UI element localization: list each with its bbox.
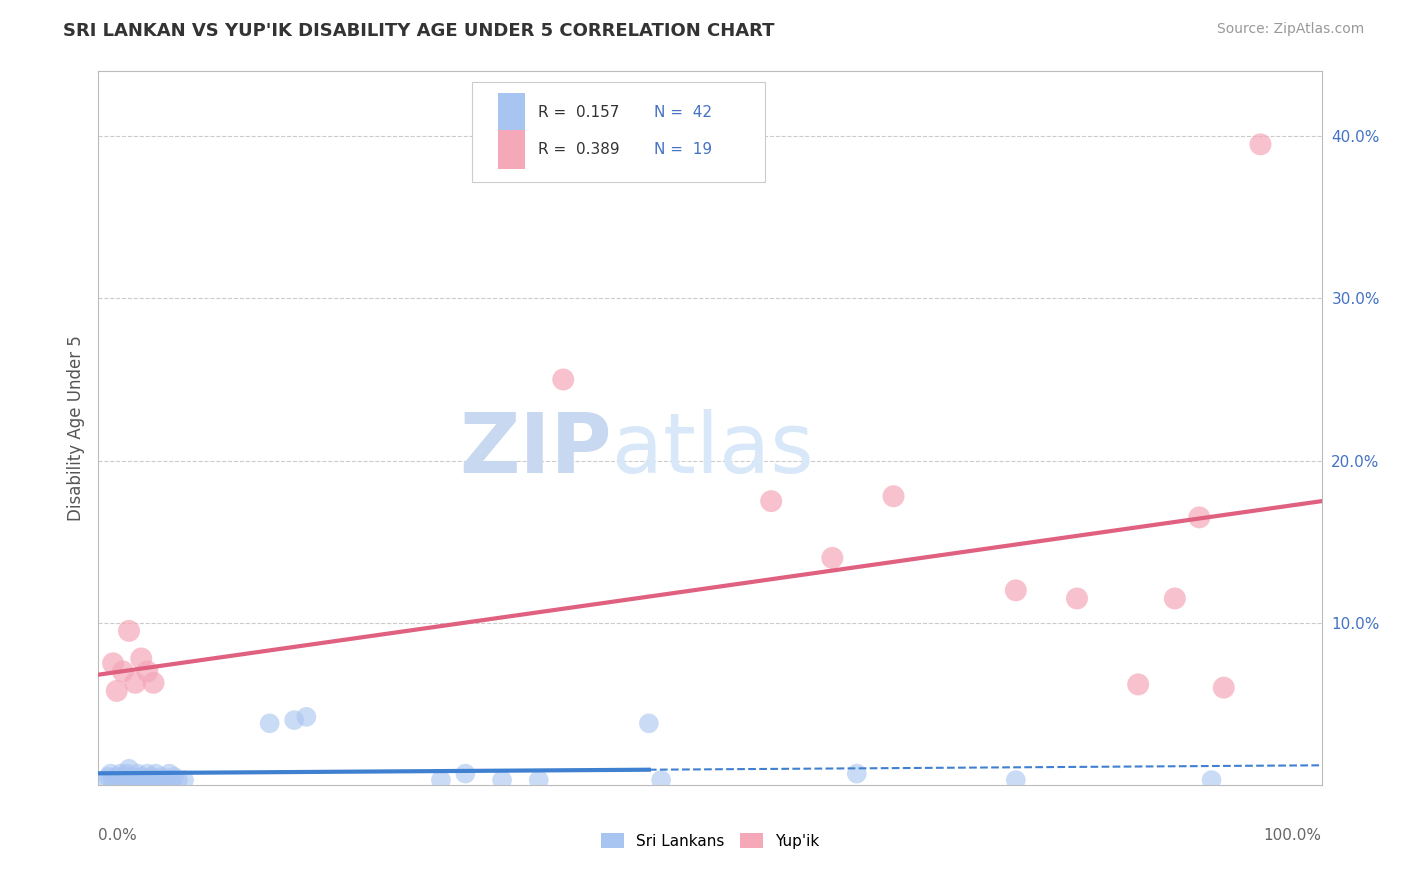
Text: R =  0.389: R = 0.389 <box>537 143 619 157</box>
Point <box>118 624 141 638</box>
Text: 0.0%: 0.0% <box>98 828 138 843</box>
Point <box>139 773 162 788</box>
Point <box>142 773 165 788</box>
Point <box>124 675 146 690</box>
Point <box>1066 591 1088 606</box>
Point <box>1164 591 1187 606</box>
Point <box>167 773 190 788</box>
Text: Source: ZipAtlas.com: Source: ZipAtlas.com <box>1216 22 1364 37</box>
Point <box>129 770 152 784</box>
Point <box>283 713 305 727</box>
Point <box>430 773 453 788</box>
Point <box>761 494 783 508</box>
Point <box>93 773 115 788</box>
Legend: Sri Lankans, Yup'ik: Sri Lankans, Yup'ik <box>600 833 820 848</box>
Point <box>638 716 661 731</box>
Point <box>129 651 152 665</box>
Point <box>105 684 128 698</box>
Point <box>134 773 156 788</box>
Point <box>105 770 128 784</box>
Point <box>120 773 142 788</box>
Point <box>100 766 122 780</box>
Point <box>173 773 195 788</box>
Point <box>155 773 177 788</box>
Point <box>101 657 124 671</box>
Point <box>1004 773 1026 788</box>
Point <box>821 550 844 565</box>
Point <box>1004 583 1026 598</box>
Point <box>259 716 281 731</box>
Point <box>111 773 134 788</box>
Text: 100.0%: 100.0% <box>1264 828 1322 843</box>
Point <box>115 766 138 780</box>
Point <box>1128 677 1150 691</box>
Point <box>157 766 180 780</box>
Point <box>883 489 905 503</box>
Text: ZIP: ZIP <box>460 409 612 490</box>
FancyBboxPatch shape <box>498 130 526 169</box>
Point <box>97 770 120 784</box>
Point <box>136 665 159 679</box>
Point <box>491 773 513 788</box>
Point <box>114 770 136 784</box>
Point <box>128 773 150 788</box>
Point <box>650 773 672 788</box>
Point <box>1212 681 1234 695</box>
Point <box>150 770 173 784</box>
Point <box>527 773 550 788</box>
Text: N =  42: N = 42 <box>654 105 711 120</box>
Point <box>163 770 186 784</box>
Point <box>1201 773 1223 788</box>
Point <box>127 766 149 780</box>
Point <box>136 766 159 780</box>
Point <box>139 770 162 784</box>
FancyBboxPatch shape <box>498 93 526 132</box>
Point <box>145 766 167 780</box>
Point <box>118 762 141 776</box>
Point <box>845 766 868 780</box>
Point <box>160 773 183 788</box>
Text: N =  19: N = 19 <box>654 143 711 157</box>
Point <box>295 710 318 724</box>
Point <box>1188 510 1211 524</box>
Point <box>553 372 575 386</box>
Text: atlas: atlas <box>612 409 814 490</box>
Point <box>142 675 165 690</box>
Point <box>101 773 124 788</box>
Text: SRI LANKAN VS YUP'IK DISABILITY AGE UNDER 5 CORRELATION CHART: SRI LANKAN VS YUP'IK DISABILITY AGE UNDE… <box>63 22 775 40</box>
Text: R =  0.157: R = 0.157 <box>537 105 619 120</box>
Point <box>149 773 172 788</box>
Point <box>121 770 143 784</box>
Point <box>110 766 132 780</box>
Point <box>124 773 146 788</box>
Point <box>1249 137 1271 152</box>
FancyBboxPatch shape <box>471 82 765 182</box>
Point <box>111 665 134 679</box>
Point <box>454 766 477 780</box>
Y-axis label: Disability Age Under 5: Disability Age Under 5 <box>66 335 84 521</box>
